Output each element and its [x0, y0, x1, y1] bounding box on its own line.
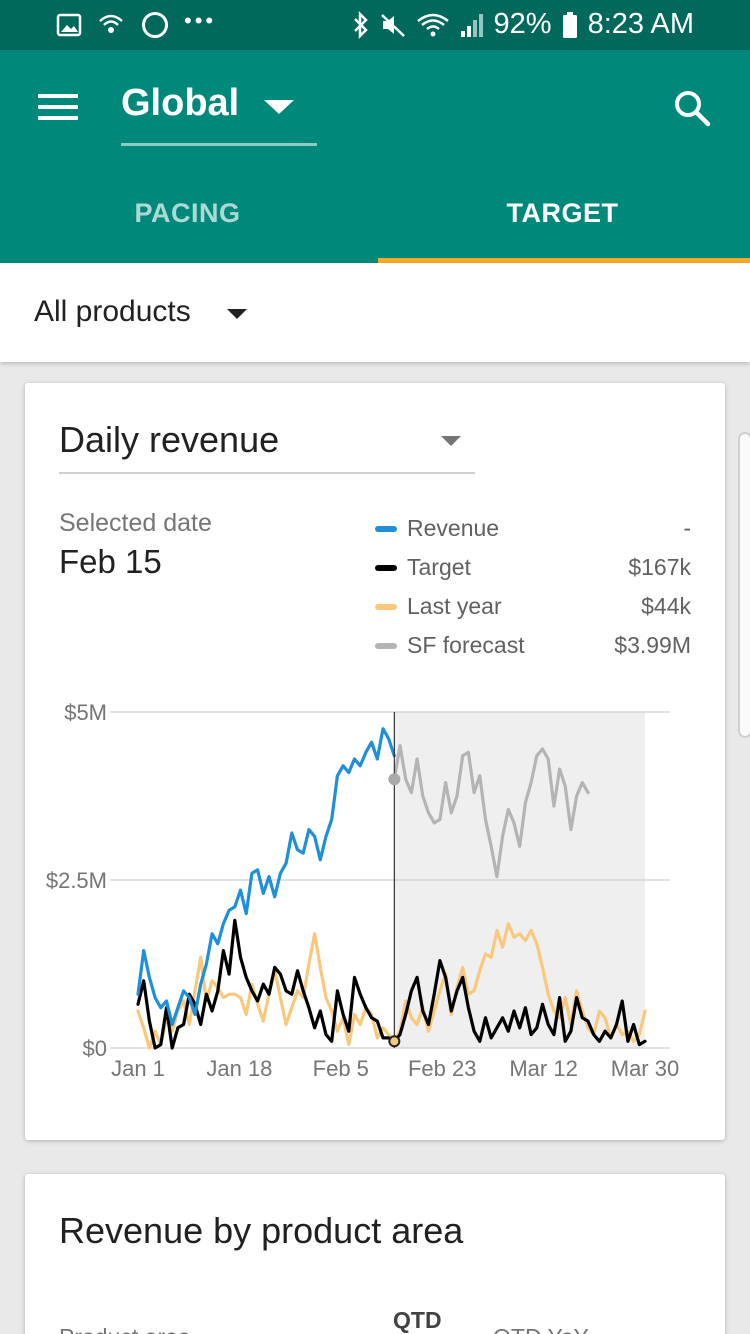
- revenue-line: [136, 727, 396, 1027]
- legend-item-last-year[interactable]: Last year $44k: [375, 593, 691, 629]
- product-filter-label: All products: [34, 295, 191, 328]
- forecast-marker: [388, 773, 401, 786]
- y-tick-label: $2.5M: [46, 868, 107, 893]
- daily-revenue-chart[interactable]: $0 $2.5M $5M Jan 1 Jan 18 Feb 5 Feb 23 Mar 12 Ma…: [25, 686, 725, 1096]
- x-tick-label: Feb 5: [313, 1056, 369, 1081]
- daily-revenue-card: Daily revenue Selected date Feb 15 Reven…: [25, 383, 725, 1140]
- column-header-qtd[interactable]: QTD: [393, 1307, 442, 1333]
- battery-percent: 92%: [493, 8, 552, 40]
- legend-value: $3.99M: [614, 632, 691, 658]
- chevron-down-icon: [441, 436, 461, 446]
- status-bar: ••• 92% 8:23 AM: [0, 0, 750, 50]
- column-header-qtd-yoy[interactable]: QTD YoY: [493, 1324, 589, 1334]
- legend-swatch: [375, 604, 397, 610]
- tab-target[interactable]: TARGET: [506, 198, 619, 228]
- selected-date-label: Selected date: [59, 509, 212, 537]
- legend-name: Revenue: [407, 515, 500, 541]
- active-tab-indicator: [378, 258, 750, 263]
- image-icon: [56, 13, 82, 37]
- last-year-marker: [390, 1037, 399, 1046]
- wifi-icon: [416, 13, 449, 36]
- menu-icon[interactable]: [38, 94, 78, 120]
- chevron-down-icon: [264, 100, 294, 114]
- y-tick-label: $5M: [64, 700, 107, 725]
- status-right: 92% 8:23 AM: [352, 8, 694, 41]
- legend-name: Last year: [407, 593, 502, 619]
- chevron-down-icon: [227, 309, 247, 319]
- scrollbar-thumb[interactable]: [738, 432, 750, 738]
- x-tick-label: Feb 23: [408, 1056, 477, 1081]
- status-left-icons: •••: [56, 8, 217, 40]
- wifi-call-icon: [99, 14, 123, 33]
- circle-icon: [142, 12, 168, 38]
- clock: 8:23 AM: [587, 8, 694, 40]
- search-icon[interactable]: [672, 88, 712, 128]
- revenue-by-product-area-card: Revenue by product area QTD Product area…: [25, 1174, 725, 1334]
- selected-date-value: Feb 15: [59, 543, 162, 580]
- legend-item-revenue[interactable]: Revenue -: [375, 515, 691, 551]
- mute-icon: [380, 13, 405, 37]
- column-header-product-area[interactable]: Product area: [59, 1324, 191, 1334]
- signal-icon: [460, 13, 483, 37]
- metric-dropdown[interactable]: Daily revenue: [59, 413, 475, 474]
- x-tick-label: Jan 1: [111, 1056, 165, 1081]
- card-title: Revenue by product area: [59, 1210, 464, 1251]
- y-tick-label: $0: [83, 1036, 107, 1061]
- legend-swatch: [375, 526, 397, 532]
- legend-swatch: [375, 643, 397, 649]
- x-tick-label: Jan 18: [206, 1056, 272, 1081]
- legend-name: SF forecast: [407, 632, 525, 658]
- x-tick-label: Mar 12: [509, 1056, 577, 1081]
- legend-item-target[interactable]: Target $167k: [375, 554, 691, 590]
- legend-value: $44k: [641, 593, 691, 619]
- scope-label: Global: [121, 82, 240, 124]
- bluetooth-icon: [353, 10, 368, 39]
- x-tick-label: Mar 30: [611, 1056, 679, 1081]
- metric-label: Daily revenue: [59, 419, 280, 460]
- product-filter-dropdown[interactable]: All products: [0, 263, 750, 362]
- more-dots-icon: •••: [184, 8, 217, 33]
- scope-dropdown[interactable]: Global: [121, 78, 317, 146]
- legend-value: -: [683, 515, 691, 541]
- legend-name: Target: [407, 554, 471, 580]
- legend-item-sf-forecast[interactable]: SF forecast $3.99M: [375, 632, 691, 668]
- legend-value: $167k: [628, 554, 691, 580]
- app-bar: Global PACING TARGET: [0, 50, 750, 263]
- sf-forecast-line: [392, 743, 590, 879]
- legend-swatch: [375, 565, 397, 571]
- tab-pacing[interactable]: PACING: [134, 198, 241, 228]
- battery-icon: [562, 11, 577, 38]
